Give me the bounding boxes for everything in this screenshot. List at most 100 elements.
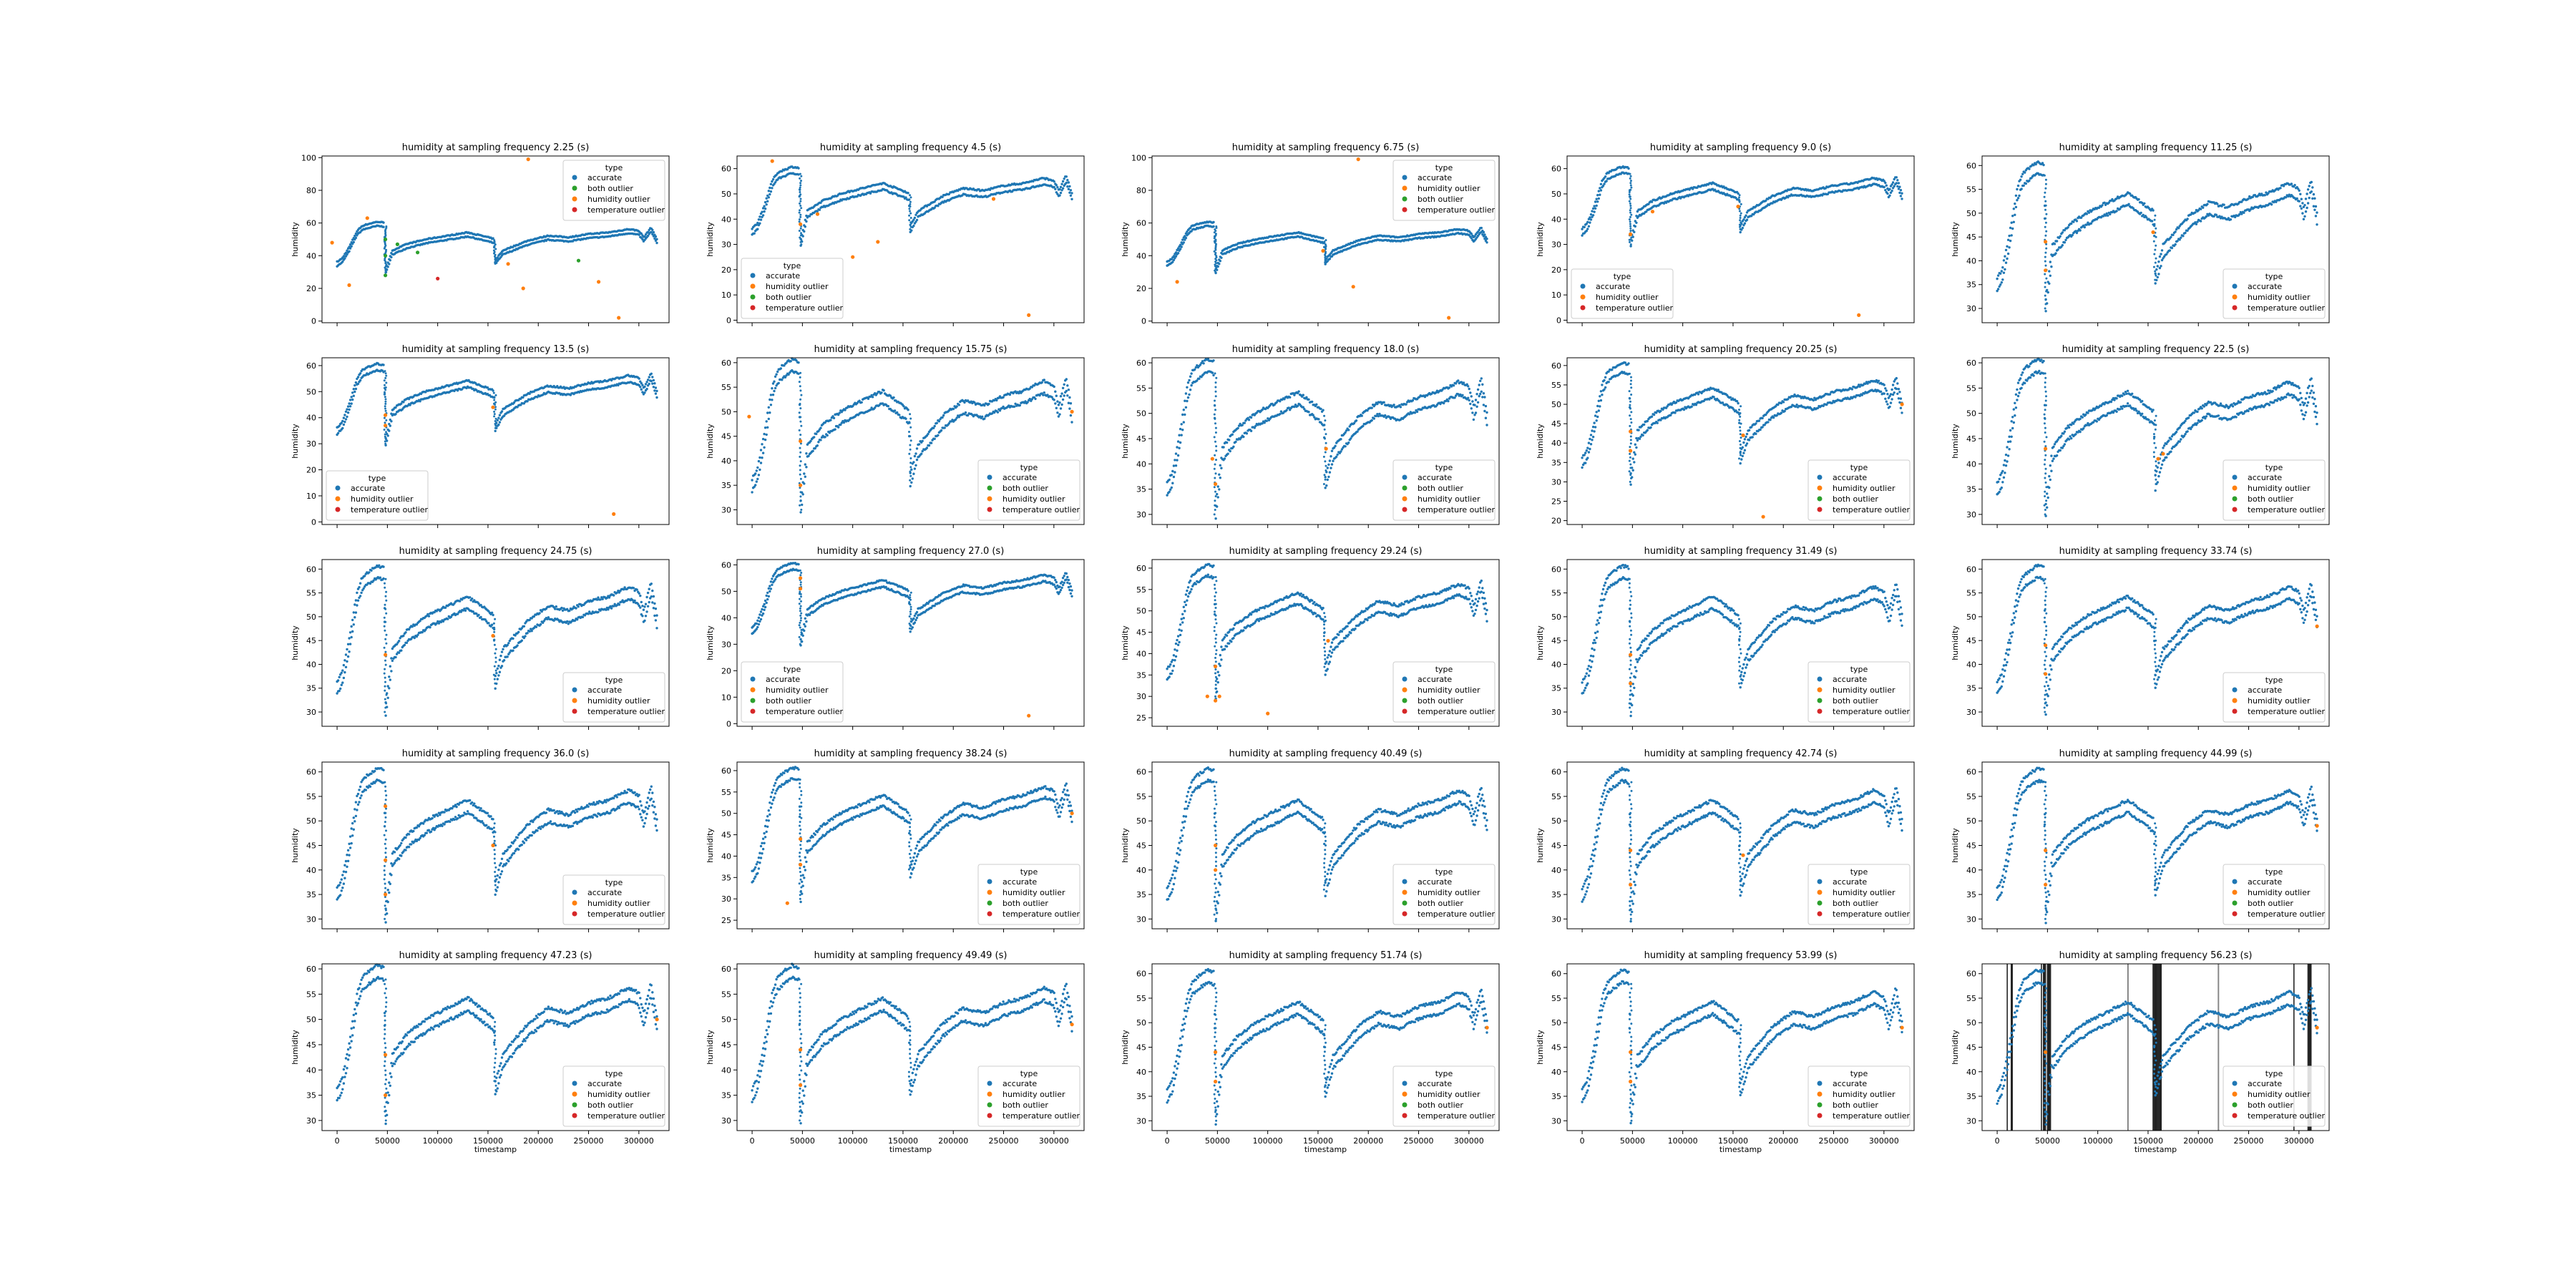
data-point [753, 232, 756, 235]
data-point [758, 222, 761, 225]
y-tick-label: 40 [721, 457, 731, 466]
data-point [2312, 205, 2316, 208]
data-point [644, 383, 648, 386]
data-point [1604, 175, 1607, 178]
data-point [909, 417, 912, 420]
data-point [346, 408, 348, 411]
data-point [1063, 177, 1065, 180]
data-point [1186, 381, 1190, 384]
data-point [1739, 219, 1742, 222]
data-point [1054, 402, 1057, 405]
outlier-point [1857, 313, 1861, 317]
legend-marker [572, 196, 577, 202]
data-point [902, 405, 905, 408]
data-point [1595, 204, 1598, 208]
data-point [1324, 476, 1327, 479]
data-point [798, 195, 801, 198]
subplot-title: humidity at sampling frequency 9.0 (s) [1650, 142, 1831, 153]
data-point [652, 230, 655, 234]
data-point [797, 361, 800, 364]
data-point [1745, 218, 1749, 221]
data-point [2042, 163, 2045, 167]
data-point [757, 218, 761, 221]
data-point [909, 217, 912, 219]
data-point [1591, 210, 1594, 213]
data-point [1898, 185, 1901, 188]
data-point [1178, 434, 1181, 436]
y-axis-label: humidity [291, 222, 300, 257]
data-point [1042, 394, 1045, 396]
data-point [799, 205, 802, 207]
y-tick-label: 60 [1966, 161, 1976, 170]
data-point [898, 414, 901, 416]
data-point [2016, 187, 2019, 191]
data-point [815, 432, 818, 436]
data-point [909, 479, 912, 482]
data-point [2301, 212, 2304, 215]
data-point [799, 455, 801, 458]
data-point [2045, 290, 2048, 293]
data-point [937, 420, 941, 423]
data-point [761, 457, 763, 459]
data-point [871, 396, 874, 399]
y-tick-label: 40 [1966, 256, 1976, 265]
data-point [385, 381, 388, 384]
data-point [799, 460, 802, 463]
data-point [383, 379, 386, 382]
data-point [799, 499, 802, 502]
data-point [2155, 257, 2157, 260]
data-point [910, 481, 913, 484]
data-point [1336, 453, 1339, 456]
data-point [769, 398, 771, 401]
data-point [1996, 288, 2000, 291]
data-point [1229, 449, 1231, 453]
data-point [1068, 185, 1071, 188]
data-point [1174, 459, 1176, 462]
data-point [350, 402, 353, 405]
data-point [1057, 404, 1060, 406]
data-point [2044, 208, 2046, 211]
data-point [1070, 197, 1073, 200]
legend-marker [987, 485, 992, 491]
data-point [1174, 255, 1178, 258]
data-point [981, 415, 984, 418]
legend-marker [572, 185, 577, 191]
data-point [346, 415, 348, 419]
data-point [1188, 379, 1191, 382]
data-point [1634, 225, 1636, 228]
data-point [2021, 172, 2024, 175]
data-point [1328, 471, 1332, 474]
subplot-title: humidity at sampling frequency 11.25 (s) [2059, 142, 2253, 153]
data-point [2270, 203, 2273, 206]
data-point [767, 190, 771, 192]
y-tick-label: 10 [1551, 291, 1561, 300]
data-point [1216, 505, 1219, 508]
data-point [915, 447, 919, 450]
y-tick-label: 60 [721, 358, 731, 368]
data-point [799, 200, 802, 203]
data-point [1054, 390, 1057, 393]
data-point [1627, 167, 1630, 170]
y-tick-label: 50 [721, 190, 731, 199]
data-point [955, 405, 958, 408]
data-point [766, 426, 769, 429]
outlier-point [799, 483, 803, 487]
series-accurate [1166, 220, 1488, 275]
data-point [1324, 239, 1327, 242]
data-point [909, 444, 912, 447]
data-point [385, 225, 388, 228]
data-point [2049, 274, 2051, 277]
data-point [1629, 215, 1631, 218]
data-point [2127, 203, 2130, 205]
data-point [913, 216, 917, 220]
subplot: humidity at sampling frequency 11.25 (s)… [1951, 142, 2330, 326]
data-point [799, 491, 802, 494]
data-point [344, 255, 348, 258]
data-point [909, 484, 912, 488]
data-point [384, 391, 386, 394]
data-point [351, 238, 354, 241]
data-point [1587, 225, 1591, 228]
data-point [2044, 298, 2047, 301]
data-point [384, 384, 386, 386]
